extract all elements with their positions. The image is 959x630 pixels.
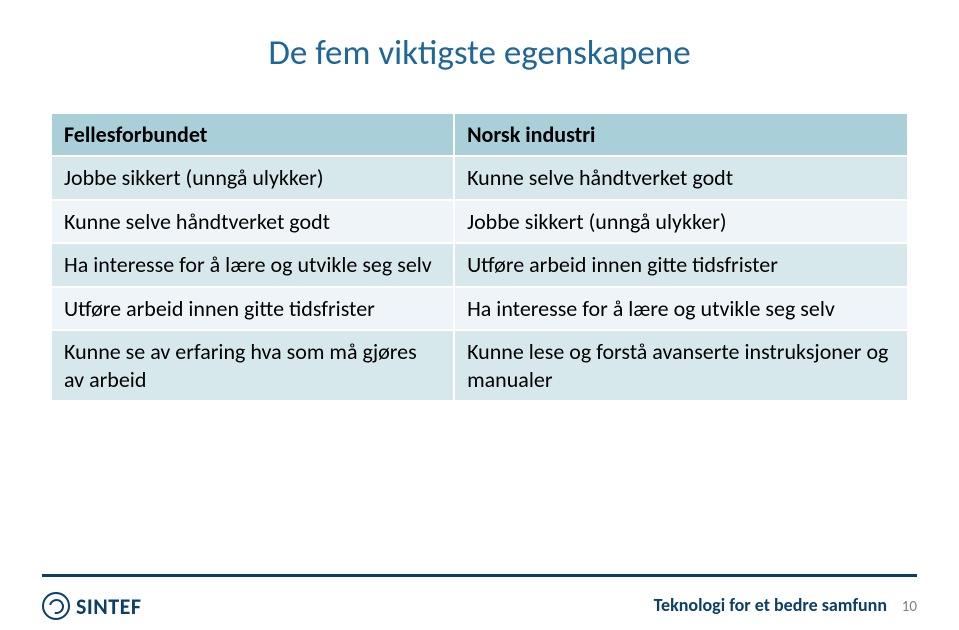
slide-title: De fem viktigste egenskapene bbox=[50, 32, 909, 74]
footer-tagline: Teknologi for et bedre samfunn bbox=[654, 594, 887, 616]
cell: Utføre arbeid innen gitte tidsfrister bbox=[51, 287, 454, 331]
cell: Jobbe sikkert (unngå ulykker) bbox=[454, 200, 908, 244]
cell: Kunne se av erfaring hva som må gjøres a… bbox=[51, 330, 454, 401]
logo-text: SINTEF bbox=[76, 593, 141, 620]
footer-divider bbox=[42, 574, 917, 577]
cell: Kunne lese og forstå avanserte instruksj… bbox=[454, 330, 908, 401]
table-row: Kunne selve håndtverket godt Jobbe sikke… bbox=[51, 200, 908, 244]
col-header-norsk-industri: Norsk industri bbox=[454, 113, 908, 156]
cell: Kunne selve håndtverket godt bbox=[454, 156, 908, 200]
logo: SINTEF bbox=[42, 592, 141, 620]
cell: Ha interesse for å lære og utvikle seg s… bbox=[454, 287, 908, 331]
properties-table: Fellesforbundet Norsk industri Jobbe sik… bbox=[50, 112, 909, 402]
footer: SINTEF Teknologi for et bedre samfunn 10 bbox=[0, 574, 959, 630]
col-header-fellesforbundet: Fellesforbundet bbox=[51, 113, 454, 156]
page-number: 10 bbox=[902, 598, 917, 616]
table-header-row: Fellesforbundet Norsk industri bbox=[51, 113, 908, 156]
slide: De fem viktigste egenskapene Fellesforbu… bbox=[0, 0, 959, 630]
table-row: Utføre arbeid innen gitte tidsfrister Ha… bbox=[51, 287, 908, 331]
cell: Ha interesse for å lære og utvikle seg s… bbox=[51, 243, 454, 287]
table-row: Ha interesse for å lære og utvikle seg s… bbox=[51, 243, 908, 287]
cell: Jobbe sikkert (unngå ulykker) bbox=[51, 156, 454, 200]
cell: Utføre arbeid innen gitte tidsfrister bbox=[454, 243, 908, 287]
table-row: Kunne se av erfaring hva som må gjøres a… bbox=[51, 330, 908, 401]
cell: Kunne selve håndtverket godt bbox=[51, 200, 454, 244]
table-row: Jobbe sikkert (unngå ulykker) Kunne selv… bbox=[51, 156, 908, 200]
logo-icon bbox=[42, 592, 70, 620]
